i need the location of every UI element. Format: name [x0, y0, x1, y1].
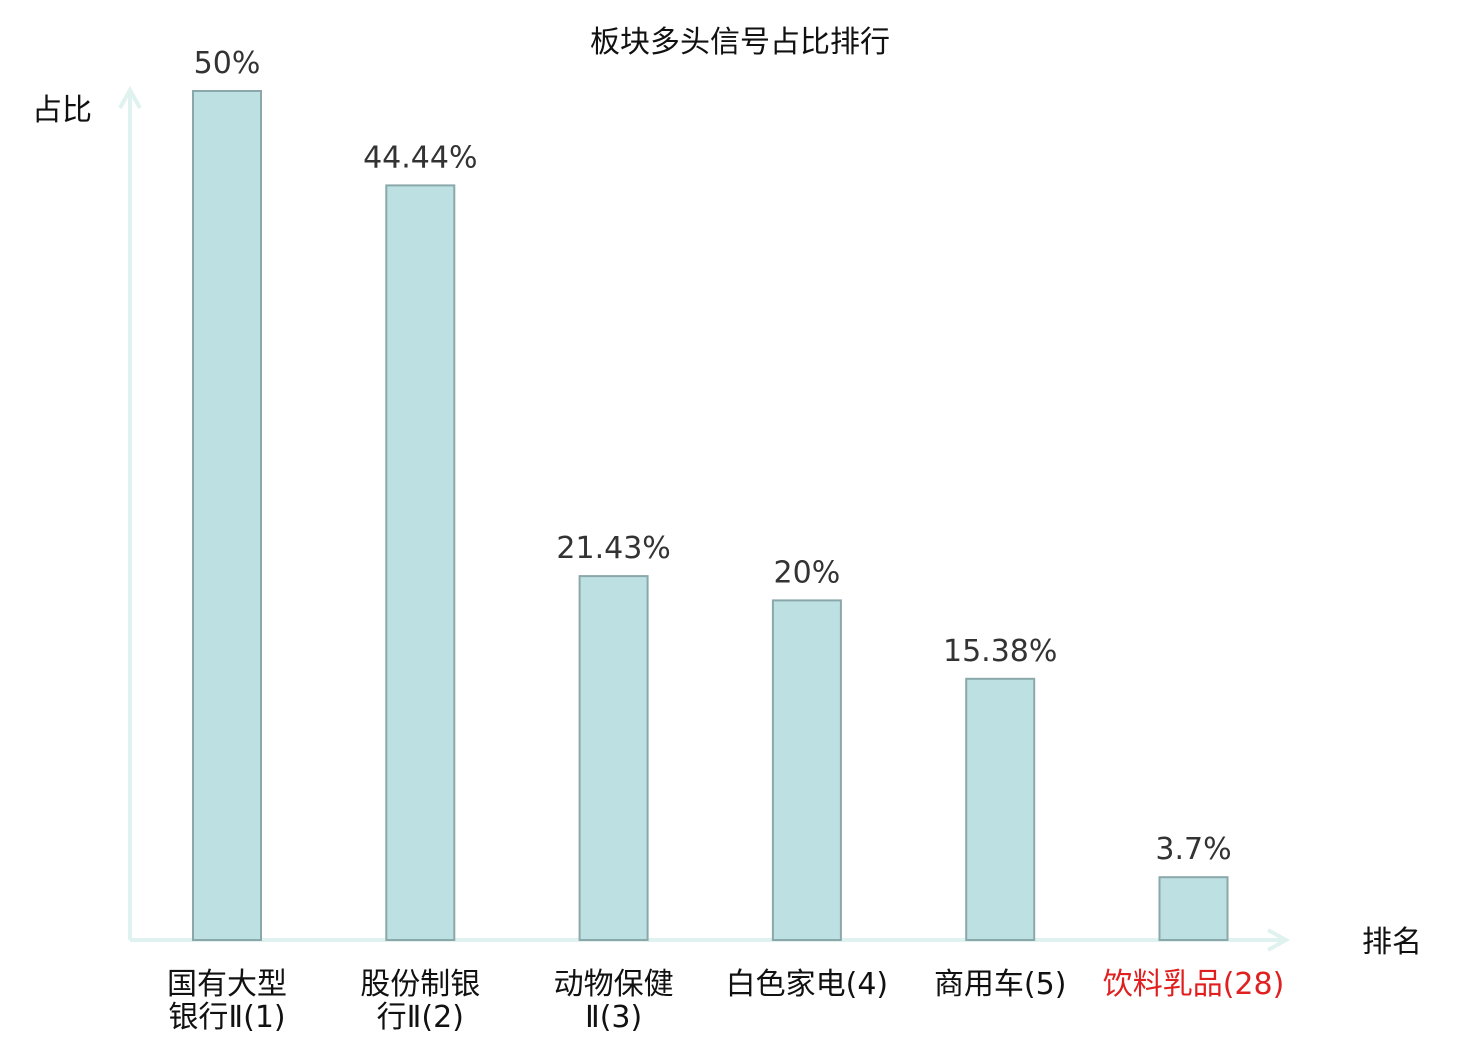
value-label-4: 20%: [774, 555, 841, 590]
bar-3: [578, 575, 649, 941]
category-label-5-line-1: 商用车(5): [934, 967, 1067, 1002]
category-label-6-line-1: 饮料乳品(28): [1103, 967, 1285, 1002]
value-label-3: 21.43%: [556, 531, 670, 566]
category-label-2-line-2: 行Ⅱ(2): [377, 1000, 464, 1035]
value-label-2: 44.44%: [363, 140, 477, 175]
x-axis-arrow: [1267, 928, 1291, 952]
bar-4: [771, 599, 842, 942]
bar-1: [192, 90, 262, 941]
y-axis-label: 占比: [32, 93, 92, 128]
category-label-1-line-1: 国有大型: [167, 967, 287, 1002]
bar-6: [1158, 876, 1229, 942]
bars-group: [192, 90, 1229, 942]
value-labels-group: 50% 44.44% 21.43% 20% 15.38% 3.7%: [194, 46, 1232, 867]
y-axis-arrow: [118, 85, 142, 109]
category-label-1-line-2: 银行Ⅱ(1): [168, 1000, 285, 1035]
value-label-5: 15.38%: [943, 634, 1057, 669]
chart-title: 板块多头信号占比排行: [590, 25, 890, 60]
value-label-1: 50%: [194, 46, 261, 81]
bar-5: [965, 677, 1036, 941]
bar-2: [385, 184, 456, 941]
axes: [118, 85, 1291, 952]
category-label-3-line-1: 动物保健: [554, 967, 674, 1002]
category-label-2-line-1: 股份制银: [360, 967, 480, 1002]
category-label-3-line-2: Ⅱ(3): [585, 1000, 642, 1035]
x-axis-label: 排名: [1362, 925, 1422, 960]
value-label-6: 3.7%: [1155, 832, 1231, 867]
category-label-4-line-1: 白色家电(4): [726, 967, 889, 1002]
